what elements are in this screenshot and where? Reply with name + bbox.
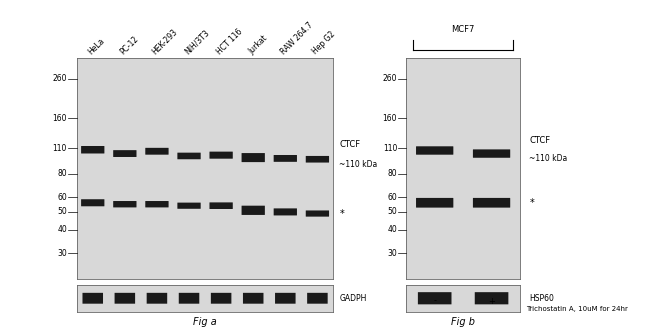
FancyBboxPatch shape	[147, 293, 167, 304]
Text: 110: 110	[383, 144, 397, 153]
FancyBboxPatch shape	[416, 198, 453, 208]
Text: HeLa: HeLa	[86, 36, 107, 56]
Text: +: +	[488, 297, 495, 306]
Text: 110: 110	[53, 144, 67, 153]
Text: HCT 116: HCT 116	[214, 27, 244, 56]
Text: -: -	[433, 297, 436, 306]
FancyBboxPatch shape	[473, 149, 510, 158]
FancyBboxPatch shape	[274, 155, 297, 162]
FancyBboxPatch shape	[275, 293, 296, 304]
Text: 260: 260	[383, 74, 397, 83]
Text: 160: 160	[53, 114, 67, 123]
Text: 80: 80	[387, 169, 397, 178]
Text: *: *	[529, 198, 534, 208]
Text: MCF7: MCF7	[452, 25, 474, 34]
Text: HEK-293: HEK-293	[151, 27, 179, 56]
FancyBboxPatch shape	[83, 293, 103, 304]
Text: CTCF: CTCF	[339, 140, 360, 149]
FancyBboxPatch shape	[209, 152, 233, 159]
FancyBboxPatch shape	[179, 293, 200, 304]
Text: 50: 50	[387, 207, 397, 216]
Text: Fig a: Fig a	[193, 317, 217, 327]
FancyBboxPatch shape	[113, 150, 136, 157]
Text: PC-12: PC-12	[118, 34, 140, 56]
Text: 30: 30	[57, 248, 67, 258]
Text: 30: 30	[387, 248, 397, 258]
Text: Jurkat: Jurkat	[247, 34, 269, 56]
FancyBboxPatch shape	[114, 293, 135, 304]
FancyBboxPatch shape	[474, 292, 508, 304]
Text: 50: 50	[57, 207, 67, 216]
FancyBboxPatch shape	[242, 153, 265, 162]
Text: 80: 80	[57, 169, 67, 178]
FancyBboxPatch shape	[209, 202, 233, 209]
Text: GADPH: GADPH	[339, 294, 367, 303]
FancyBboxPatch shape	[146, 148, 168, 155]
FancyBboxPatch shape	[242, 206, 265, 215]
Text: 60: 60	[387, 193, 397, 202]
Text: ~110 kDa: ~110 kDa	[529, 154, 567, 163]
FancyBboxPatch shape	[146, 201, 168, 207]
FancyBboxPatch shape	[473, 198, 510, 208]
Text: 260: 260	[53, 74, 67, 83]
FancyBboxPatch shape	[81, 199, 105, 206]
Text: *: *	[339, 208, 344, 218]
FancyBboxPatch shape	[211, 293, 231, 304]
Text: 40: 40	[387, 225, 397, 234]
Text: NIH/3T3: NIH/3T3	[183, 28, 211, 56]
Text: 40: 40	[57, 225, 67, 234]
FancyBboxPatch shape	[177, 203, 201, 209]
FancyBboxPatch shape	[81, 146, 105, 154]
FancyBboxPatch shape	[306, 156, 329, 163]
FancyBboxPatch shape	[416, 146, 453, 155]
Text: Hep G2: Hep G2	[311, 30, 337, 56]
FancyBboxPatch shape	[274, 208, 297, 215]
Text: 60: 60	[57, 193, 67, 202]
FancyBboxPatch shape	[113, 201, 136, 207]
Text: Trichostatin A, 10uM for 24hr: Trichostatin A, 10uM for 24hr	[526, 306, 629, 312]
Text: RAW 264.7: RAW 264.7	[279, 21, 315, 56]
FancyBboxPatch shape	[418, 292, 452, 304]
FancyBboxPatch shape	[306, 210, 329, 217]
FancyBboxPatch shape	[243, 293, 263, 304]
Text: Fig b: Fig b	[451, 317, 475, 327]
FancyBboxPatch shape	[307, 293, 328, 304]
Text: CTCF: CTCF	[529, 136, 551, 145]
Text: HSP60: HSP60	[529, 294, 554, 303]
FancyBboxPatch shape	[177, 153, 201, 159]
Text: 160: 160	[383, 114, 397, 123]
Text: ~110 kDa: ~110 kDa	[339, 160, 378, 169]
